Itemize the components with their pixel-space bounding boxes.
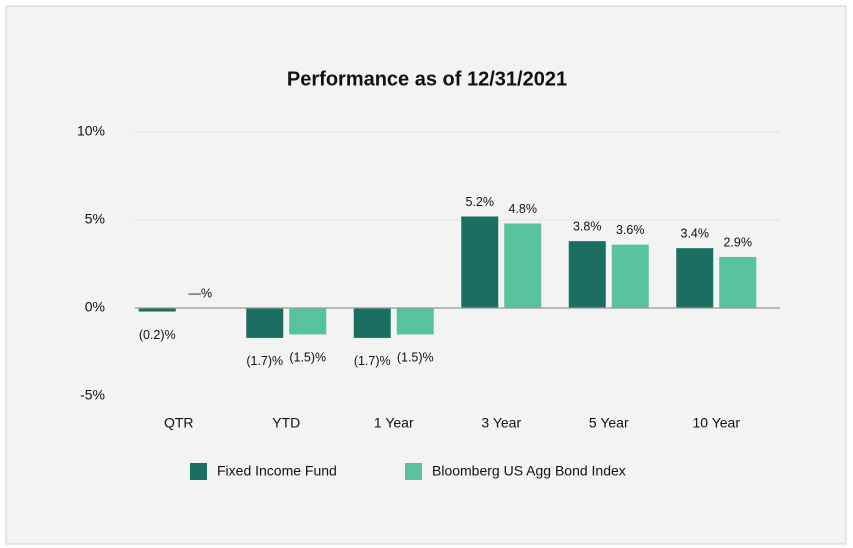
- bar: [568, 241, 606, 308]
- legend-swatch: [405, 463, 422, 480]
- data-label: 3.6%: [616, 223, 645, 237]
- x-tick-label: 10 Year: [693, 415, 741, 431]
- data-label: 3.8%: [573, 219, 602, 233]
- legend-label: Bloomberg US Agg Bond Index: [432, 463, 626, 479]
- legend-label: Fixed Income Fund: [217, 463, 337, 479]
- chart-title: Performance as of 12/31/2021: [287, 68, 567, 90]
- bar: [719, 256, 757, 308]
- x-tick-label: 5 Year: [589, 415, 629, 431]
- data-label: (0.2)%: [139, 328, 176, 342]
- data-label: (1.7)%: [354, 354, 391, 368]
- bar: [138, 308, 176, 312]
- y-tick-label: 5%: [85, 211, 105, 227]
- data-label: —%: [188, 286, 212, 300]
- x-tick-label: YTD: [272, 415, 300, 431]
- bar: [676, 248, 714, 308]
- data-label: 3.4%: [681, 226, 710, 240]
- bar: [289, 308, 327, 335]
- y-tick-label: 0%: [85, 299, 105, 315]
- data-label: (1.7)%: [246, 354, 283, 368]
- bar: [611, 244, 649, 308]
- bar: [504, 223, 542, 308]
- data-label: (1.5)%: [289, 351, 326, 365]
- legend-swatch: [190, 463, 207, 480]
- x-tick-label: 3 Year: [481, 415, 521, 431]
- bar: [396, 308, 434, 335]
- x-tick-label: 1 Year: [374, 415, 414, 431]
- y-tick-label: -5%: [80, 387, 105, 403]
- data-label: 5.2%: [466, 195, 495, 209]
- bar: [353, 308, 391, 338]
- y-tick-label: 10%: [77, 123, 105, 139]
- data-label: 4.8%: [509, 202, 538, 216]
- data-label: 2.9%: [724, 235, 753, 249]
- bar: [461, 216, 499, 308]
- x-tick-label: QTR: [164, 415, 194, 431]
- bar: [246, 308, 284, 338]
- data-label: (1.5)%: [397, 351, 434, 365]
